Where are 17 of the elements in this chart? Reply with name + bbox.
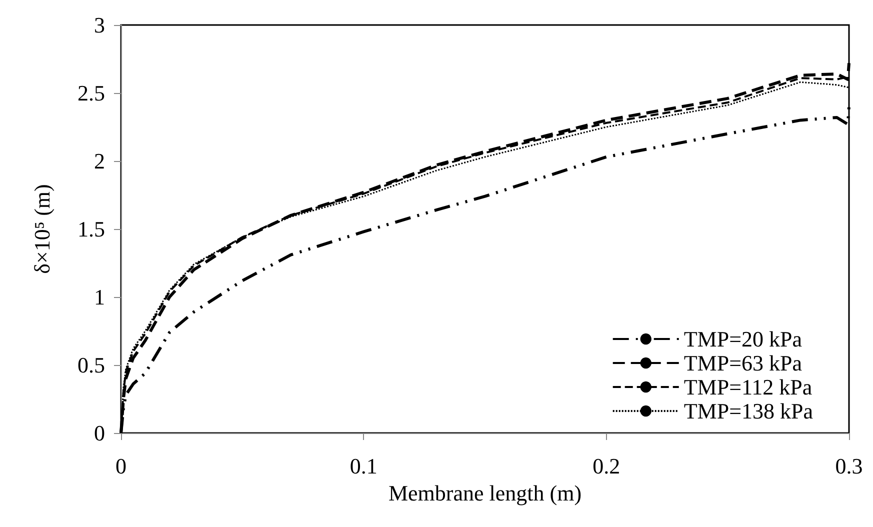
- x-tick-label: 0.3: [835, 454, 863, 478]
- x-tick-label: 0: [116, 454, 126, 478]
- y-axis-title: δ×10⁵ (m): [30, 184, 54, 274]
- legend-label: TMP=112 kPa: [684, 374, 812, 400]
- legend-label: TMP=138 kPa: [684, 398, 814, 424]
- legend-label: TMP=63 kPa: [684, 350, 802, 376]
- x-tick-label: 0.1: [350, 454, 378, 478]
- x-axis-title: Membrane length (m): [388, 480, 582, 506]
- legend-label: TMP=20 kPa: [684, 326, 802, 352]
- y-tick-label: 1: [94, 284, 105, 310]
- y-tick-label: 0: [94, 420, 105, 446]
- y-tick-label: 3: [94, 12, 105, 38]
- x-tick-label: 0.2: [592, 454, 620, 478]
- y-tick-label: 1.5: [78, 216, 105, 242]
- y-tick-label: 0.5: [78, 352, 105, 378]
- y-tick-label: 2.5: [78, 80, 105, 106]
- y-tick-label: 2: [94, 148, 105, 174]
